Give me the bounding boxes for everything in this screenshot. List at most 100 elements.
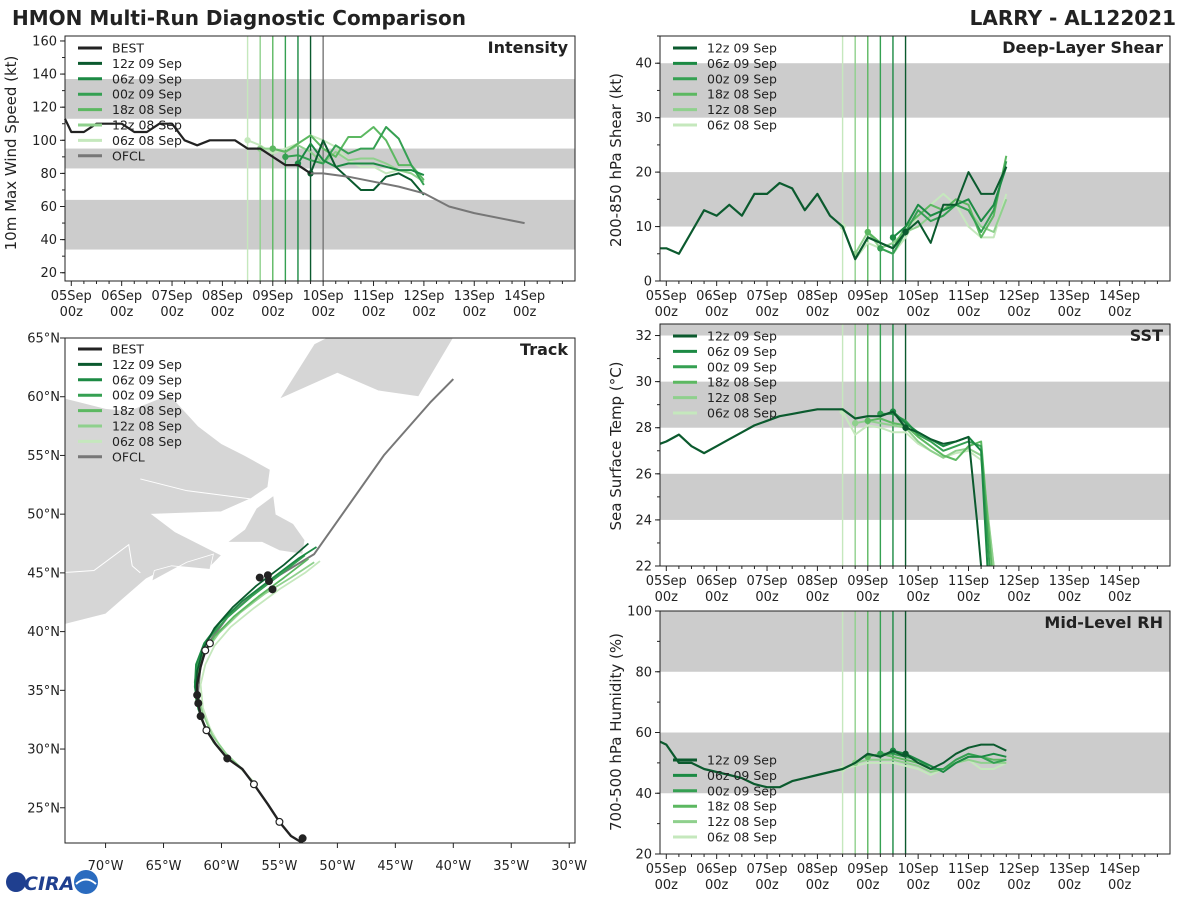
- intensity-ytick-label: 100: [32, 134, 57, 149]
- shear-xtick-label: 08Sep: [797, 289, 838, 304]
- rh-xtick-label: 07Sep: [747, 862, 788, 877]
- shear-ytick-label: 30: [635, 111, 652, 126]
- rh-xtick-label: 05Sep: [646, 862, 687, 877]
- shear-xtick-label: 12Sep: [998, 289, 1039, 304]
- sst-xtick-label: 12Sep: [998, 574, 1039, 589]
- intensity-legend-label: 00z 09 Sep: [112, 87, 182, 102]
- track-best-point: [223, 754, 232, 763]
- intensity-init-point-06z-08-sep: [244, 137, 251, 144]
- intensity-xtick-label: 14Sep: [504, 289, 545, 304]
- shear-xtick-label: 00z: [1007, 305, 1031, 320]
- sst-xtick-label: 00z: [856, 590, 880, 605]
- sst-band-0: [660, 473, 1170, 520]
- intensity-ytick-label: 140: [32, 68, 57, 83]
- sst-xtick-label: 07Sep: [747, 574, 788, 589]
- track-best-point: [193, 691, 202, 700]
- track-legend-label: 12z 09 Sep: [112, 357, 182, 372]
- sst-panel: 22242628303205Sep00z06Sep00z07Sep00z08Se…: [607, 323, 1171, 605]
- intensity-legend-label: 18z 08 Sep: [112, 102, 182, 117]
- rh-title: Mid-Level RH: [1044, 613, 1163, 632]
- shear-xtick-label: 07Sep: [747, 289, 788, 304]
- sst-xtick-label: 00z: [705, 590, 729, 605]
- sst-series-best: [659, 408, 907, 455]
- intensity-ytick-label: 60: [40, 200, 57, 215]
- intensity-ytick-label: 80: [40, 167, 57, 182]
- intensity-legend-label: BEST: [112, 41, 144, 56]
- rh-legend-label: 06z 08 Sep: [707, 830, 777, 845]
- track-best-point: [268, 585, 277, 594]
- shear-init-point-00z-09-sep: [877, 245, 884, 252]
- track-best-point: [265, 577, 274, 586]
- track-land-group: [65, 338, 454, 625]
- sst-ytick-label: 30: [635, 375, 652, 390]
- shear-panel: 01020304005Sep00z06Sep00z07Sep00z08Sep00…: [607, 35, 1171, 320]
- sst-legend-label: 06z 08 Sep: [707, 406, 777, 421]
- figure-title: HMON Multi-Run Diagnostic Comparison: [12, 6, 466, 30]
- track-legend-label: 12z 08 Sep: [112, 419, 182, 434]
- intensity-xtick-label: 12Sep: [403, 289, 444, 304]
- rh-ytick-label: 60: [635, 726, 652, 741]
- shear-xtick-label: 00z: [1108, 305, 1132, 320]
- intensity-series-12z-09-sep: [309, 139, 425, 196]
- rh-xtick-label: 00z: [906, 878, 930, 893]
- sst-xtick-label: 08Sep: [797, 574, 838, 589]
- track-xtick-label: 60°W: [204, 859, 240, 874]
- track-best-point: [194, 699, 203, 708]
- intensity-series-06z-09-sep: [297, 142, 425, 177]
- sst-frame: [659, 323, 1171, 567]
- intensity-frame: [64, 35, 576, 282]
- rh-xtick-label: 14Sep: [1099, 862, 1140, 877]
- shear-xtick-label: 11Sep: [948, 289, 989, 304]
- shear-ytick-label: 40: [635, 57, 652, 72]
- intensity-ytick-label: 20: [40, 266, 57, 281]
- shear-xtick-label: 00z: [957, 305, 981, 320]
- shear-band-1: [660, 63, 1170, 118]
- rh-ytick-label: 100: [627, 605, 652, 620]
- track-best-point: [255, 573, 264, 582]
- shear-legend-label: 00z 09 Sep: [707, 71, 777, 86]
- track-ytick-label: 30°N: [27, 743, 60, 758]
- sst-xtick-label: 00z: [806, 590, 830, 605]
- rh-xtick-label: 00z: [856, 878, 880, 893]
- intensity-xtick-label: 00z: [513, 305, 537, 320]
- storm-id: LARRY - AL122021: [970, 6, 1176, 30]
- intensity-ytick-label: 160: [32, 34, 57, 49]
- logo-globe-icon: [6, 872, 26, 892]
- track-legend-label: BEST: [112, 342, 144, 357]
- sst-title: SST: [1130, 326, 1163, 345]
- intensity-xtick-label: 00z: [60, 305, 84, 320]
- track-title: Track: [520, 340, 568, 359]
- intensity-band-2: [65, 79, 575, 119]
- track-xtick-label: 50°W: [319, 859, 355, 874]
- rh-ytick-label: 80: [635, 665, 652, 680]
- track-best-point: [196, 712, 205, 721]
- shear-xtick-label: 00z: [806, 305, 830, 320]
- sst-band-1: [660, 381, 1170, 428]
- intensity-xtick-label: 13Sep: [454, 289, 495, 304]
- intensity-series-06z-08-sep: [247, 134, 412, 175]
- sst-series-12z-09-sep: [905, 426, 983, 567]
- intensity-xtick-label: 00z: [463, 305, 487, 320]
- sst-series-18z-08-sep: [867, 417, 993, 567]
- newfoundland-land: [226, 494, 306, 555]
- shear-ytick-label: 10: [635, 220, 652, 235]
- track-best-point: [201, 646, 210, 655]
- intensity-init-point-18z-08-sep: [269, 145, 276, 152]
- sst-xtick-label: 00z: [755, 590, 779, 605]
- sst-xtick-label: 00z: [655, 590, 679, 605]
- intensity-ylabel: 10m Max Wind Speed (kt): [2, 56, 20, 251]
- track-ytick-label: 40°N: [27, 625, 60, 640]
- track-legend-label: 00z 09 Sep: [112, 388, 182, 403]
- track-ytick-label: 50°N: [27, 508, 60, 523]
- logo-text: CIRA: [24, 873, 74, 895]
- sst-ytick-label: 22: [635, 560, 652, 575]
- sst-ylabel: Sea Surface Temp (°C): [607, 361, 625, 530]
- intensity-xtick-label: 00z: [211, 305, 235, 320]
- shear-ytick-label: 20: [635, 166, 652, 181]
- shear-series-best: [660, 181, 907, 261]
- logo-emblem-icon: [74, 870, 98, 894]
- sst-xtick-label: 00z: [1007, 590, 1031, 605]
- intensity-legend-label: OFCL: [112, 148, 145, 163]
- track-xtick-label: 55°W: [261, 859, 297, 874]
